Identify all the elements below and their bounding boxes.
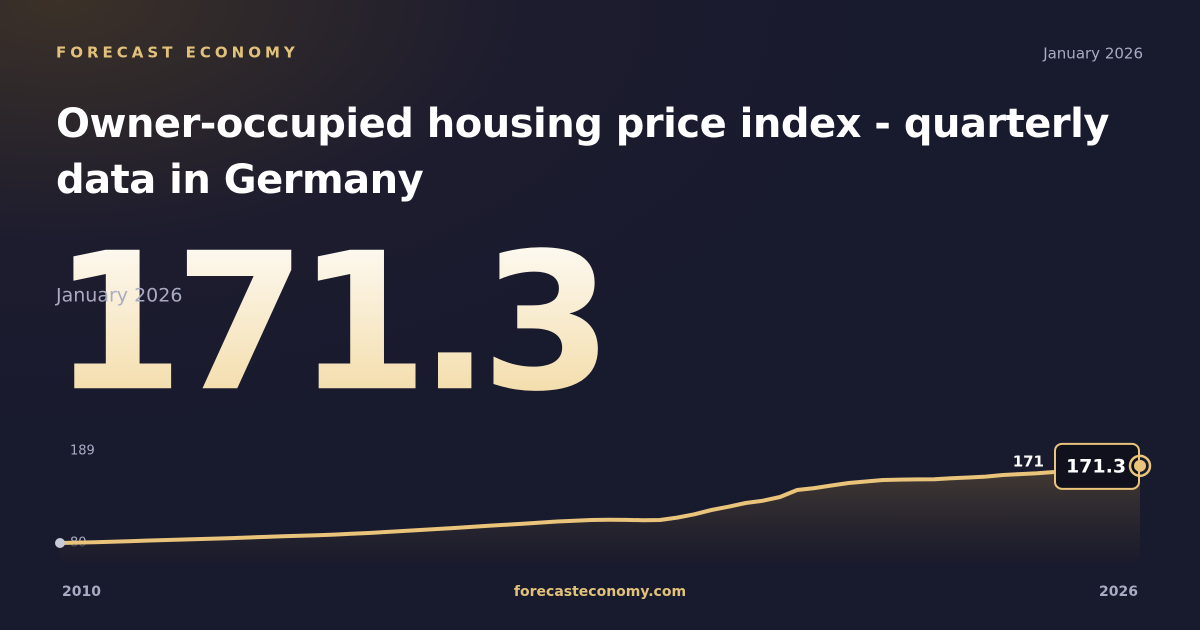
chart-title: Owner-occupied housing price index - qua…	[56, 101, 1109, 203]
headline-date: January 2026	[55, 285, 182, 307]
plot: 8018920102026171171.3	[55, 442, 1152, 600]
headline-value: 171.3	[52, 212, 603, 433]
end-point-ring	[1128, 454, 1152, 478]
start-point	[55, 538, 65, 549]
x-tick-label: 2010	[62, 584, 101, 600]
x-tick-label: 2026	[1099, 584, 1138, 600]
point-label: 171	[1013, 453, 1044, 471]
area-fill	[60, 465, 1140, 565]
brand: FORECAST ECONOMY	[56, 44, 299, 62]
end-point	[1134, 459, 1146, 472]
date: January 2026	[1042, 45, 1143, 63]
y-tick-label: 189	[70, 443, 95, 458]
end-label: 171.3	[1066, 455, 1126, 477]
line	[59, 463, 1141, 545]
title-box: Owner-occupied housing price index - qua…	[56, 101, 1109, 203]
site: forecasteconomy.com	[514, 584, 686, 600]
